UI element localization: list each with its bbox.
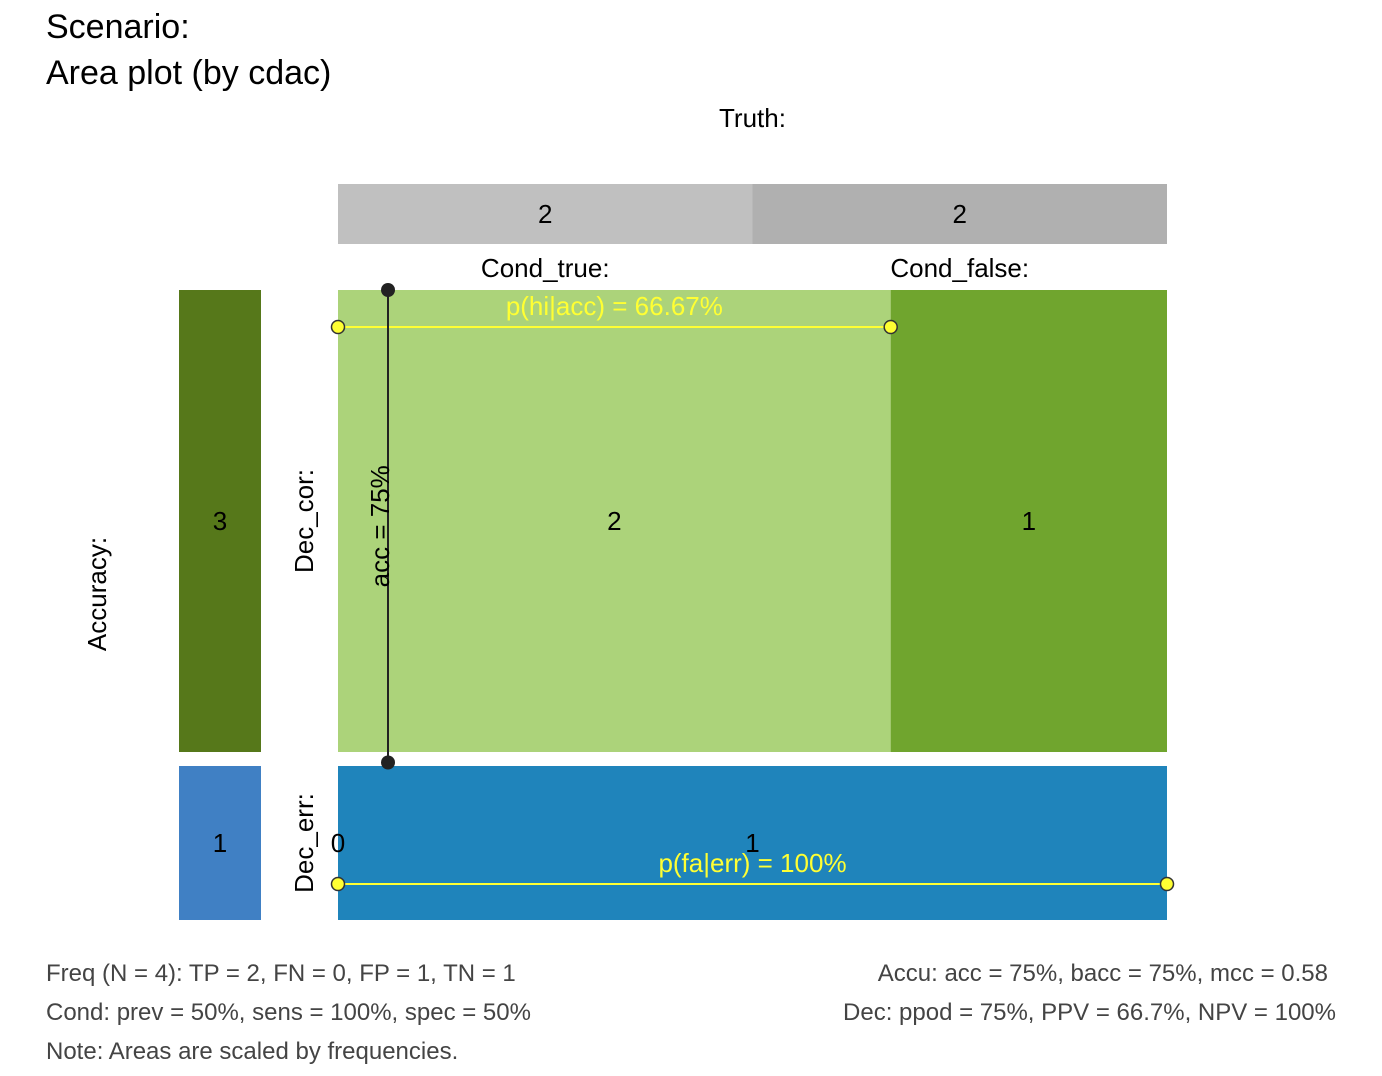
accuracy-bar-value-dec-err: 1: [213, 828, 227, 858]
footer-note: Note: Areas are scaled by frequencies.: [46, 1038, 459, 1065]
p-hi-acc-point-end: [883, 319, 898, 335]
p-hi-acc-point-start: [330, 319, 346, 335]
accuracy-bar-dec-err: [179, 766, 261, 920]
cell-dec-err: [338, 766, 1167, 920]
p-fa-err-point-start: [330, 876, 346, 892]
cell-hi: [338, 290, 891, 752]
cond-true-label: Cond_true:: [481, 253, 610, 283]
truth-bar-cond-false: [752, 184, 1167, 244]
cell-value-hi: 2: [607, 506, 621, 536]
footer-accu: Accu: acc = 75%, bacc = 75%, mcc = 0.58: [877, 960, 1328, 987]
acc-point-end: [381, 755, 395, 770]
truth-bar-value-cond-true: 2: [538, 199, 552, 229]
accuracy-bar-value-dec-cor: 3: [213, 506, 227, 536]
cell-value-cr: 1: [1022, 506, 1036, 536]
footer-cond: Cond: prev = 50%, sens = 100%, spec = 50…: [46, 999, 531, 1026]
cell-value-mi: 0: [331, 828, 345, 858]
footer-freq: Freq (N = 4): TP = 2, FN = 0, FP = 1, TN…: [46, 960, 516, 987]
chart-subtitle: Area plot (by cdac): [46, 54, 332, 92]
dec-cor-label: Dec_cor:: [289, 469, 319, 573]
p-fa-err-label: p(fa|err) = 100%: [658, 848, 846, 878]
cell-value-fa: 1: [745, 828, 759, 858]
accuracy-bar-dec-cor: [179, 290, 261, 752]
chart-title: Scenario:: [46, 8, 190, 46]
cell-cr: [890, 290, 1167, 752]
cond-false-label: Cond_false:: [890, 253, 1029, 283]
truth-bar-value-cond-false: 2: [953, 199, 967, 229]
accuracy-label: Accuracy:: [82, 537, 112, 651]
acc-label: acc = 75%: [365, 465, 395, 587]
acc-point-start: [381, 283, 395, 297]
dec-err-label: Dec_err:: [289, 793, 319, 893]
truth-label: Truth:: [719, 103, 786, 133]
p-hi-acc-label: p(hi|acc) = 66.67%: [506, 291, 723, 321]
p-fa-err-point-end: [1159, 876, 1175, 892]
truth-bar-cond-true: [338, 184, 753, 244]
footer-dec: Dec: ppod = 75%, PPV = 66.7%, NPV = 100%: [843, 999, 1336, 1026]
